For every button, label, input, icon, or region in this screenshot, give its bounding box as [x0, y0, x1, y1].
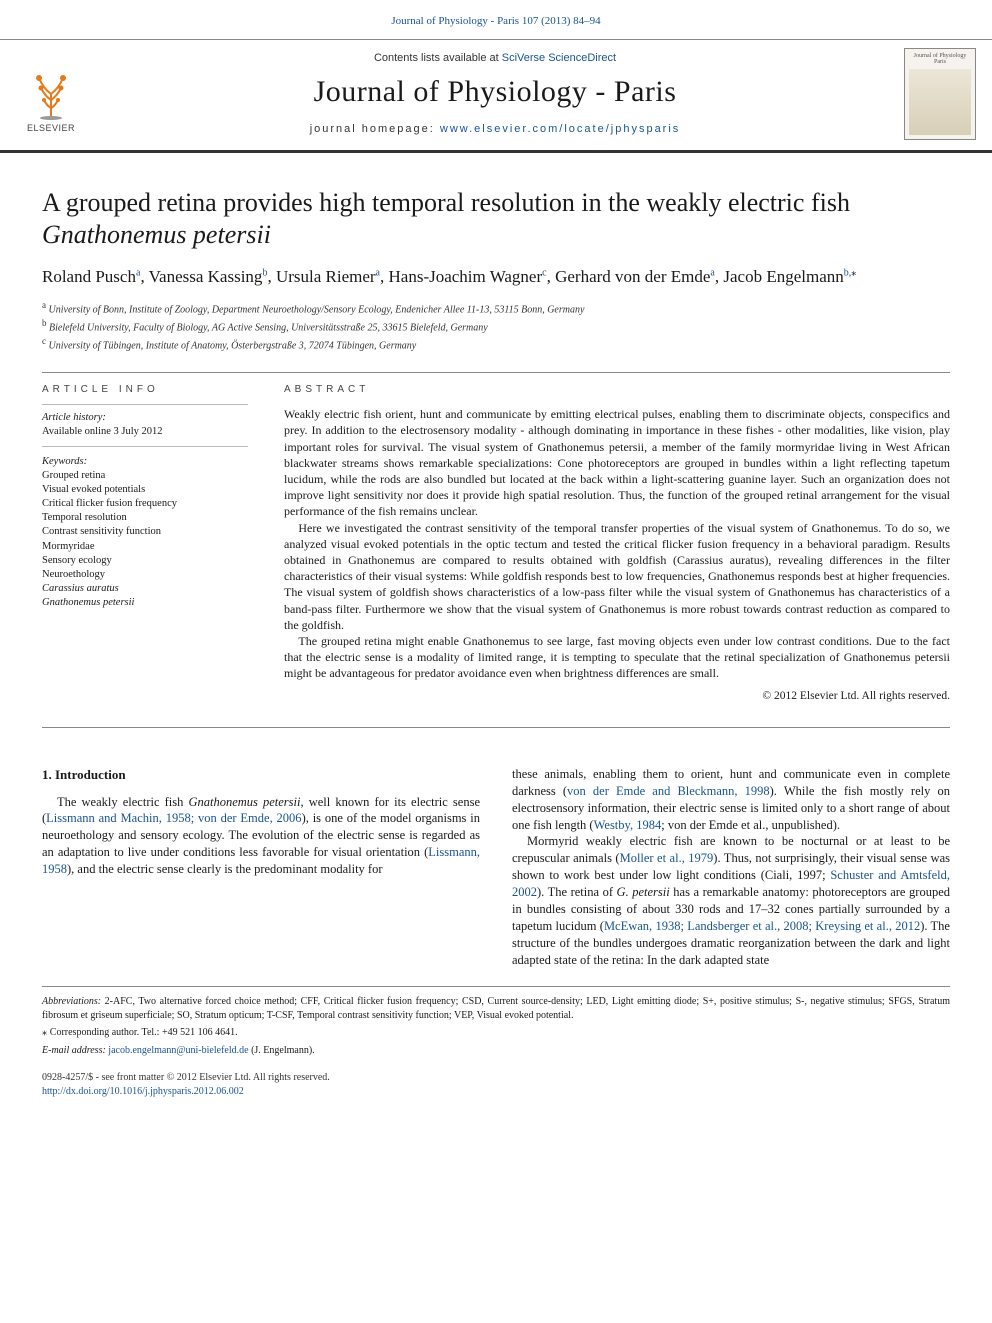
journal-title: Journal of Physiology - Paris [106, 72, 884, 113]
intro-p1: The weakly electric fish Gnathonemus pet… [42, 794, 480, 878]
masthead-center: Contents lists available at SciVerse Sci… [106, 51, 884, 137]
pub-foot-left: 0928-4257/$ - see front matter © 2012 El… [42, 1071, 330, 1098]
author-list: Roland Puscha, Vanessa Kassingb, Ursula … [42, 266, 950, 289]
keyword: Sensory ecology [42, 554, 248, 568]
author: Jacob Engelmannb,⁎ [723, 267, 856, 286]
abstract-p2: Here we investigated the contrast sensit… [284, 520, 950, 633]
email-link[interactable]: jacob.engelmann@uni-bielefeld.de [108, 1045, 248, 1056]
author: Vanessa Kassingb [149, 267, 268, 286]
keyword: Neuroethology [42, 568, 248, 582]
cover-thumb-title: Journal of Physiology Paris [909, 53, 971, 66]
journal-homepage-line: journal homepage: www.elsevier.com/locat… [106, 122, 884, 137]
email-suffix: (J. Engelmann). [249, 1045, 315, 1056]
keywords-label: Keywords: [42, 455, 248, 469]
article-history-label: Article history: [42, 411, 248, 425]
contents-available-line: Contents lists available at SciVerse Sci… [106, 51, 884, 66]
abstract-heading: ABSTRACT [284, 383, 950, 397]
corr-label: Corresponding author. Tel.: +49 521 106 … [50, 1027, 238, 1038]
abbrev-text: 2-AFC, Two alternative forced choice met… [42, 996, 950, 1021]
author: Ursula Riemera [276, 267, 380, 286]
article-info-heading: ARTICLE INFO [42, 383, 248, 397]
contents-prefix: Contents lists available at [374, 52, 502, 64]
abbrev-label: Abbreviations: [42, 996, 101, 1007]
divider [42, 727, 950, 728]
cover-thumb-image [909, 69, 971, 134]
intro-p1-cont: these animals, enabling them to orient, … [512, 766, 950, 834]
aff-link[interactable]: b [262, 267, 267, 278]
affiliations: a University of Bonn, Institute of Zoolo… [42, 299, 950, 354]
journal-cover-thumb: Journal of Physiology Paris [904, 48, 976, 140]
body-col-right: these animals, enabling them to orient, … [512, 766, 950, 969]
keyword: Visual evoked potentials [42, 483, 248, 497]
abstract-column: ABSTRACT Weakly electric fish orient, hu… [284, 383, 950, 705]
abstract-copyright: © 2012 Elsevier Ltd. All rights reserved… [284, 689, 950, 705]
article-title-species: Gnathonemus petersii [42, 220, 271, 249]
citation-link[interactable]: Lissmann and Machin, 1958; von der Emde,… [46, 811, 301, 825]
aff-link[interactable]: a [136, 267, 140, 278]
intro-p2: Mormyrid weakly electric fish are known … [512, 833, 950, 968]
affiliation-line: c University of Tübingen, Institute of A… [42, 335, 950, 353]
aff-link[interactable]: a [710, 267, 714, 278]
citation-link[interactable]: McEwan, 1938; Landsberger et al., 2008; … [604, 919, 920, 933]
publisher-logo: ELSEVIER [16, 54, 86, 134]
keyword: Contrast sensitivity function [42, 525, 248, 539]
sciencedirect-link[interactable]: SciVerse ScienceDirect [502, 52, 616, 64]
doi-link[interactable]: http://dx.doi.org/10.1016/j.jphysparis.2… [42, 1086, 244, 1097]
footnote-block: Abbreviations: 2-AFC, Two alternative fo… [42, 986, 950, 1057]
article-info-column: ARTICLE INFO Article history: Available … [42, 383, 248, 705]
journal-homepage-link[interactable]: www.elsevier.com/locate/jphysparis [440, 123, 680, 135]
aff-link[interactable]: c [542, 267, 546, 278]
keywords-list: Grouped retinaVisual evoked potentialsCr… [42, 469, 248, 611]
author: Hans-Joachim Wagnerc [389, 267, 547, 286]
citation-link[interactable]: Moller et al., 1979 [620, 851, 714, 865]
article-history-line: Available online 3 July 2012 [42, 425, 248, 439]
citation-link[interactable]: Westby, 1984 [594, 818, 662, 832]
front-matter-line: 0928-4257/$ - see front matter © 2012 El… [42, 1071, 330, 1085]
elsevier-tree-icon [25, 64, 77, 120]
species-name: Gnathonemus petersii [188, 795, 300, 809]
aff-link[interactable]: a [376, 267, 380, 278]
author: Roland Puscha [42, 267, 140, 286]
species-name: G. petersii [617, 885, 670, 899]
header-citation: Journal of Physiology - Paris 107 (2013)… [0, 0, 992, 39]
article-title: A grouped retina provides high temporal … [42, 187, 950, 252]
corresponding-author: ⁎ Corresponding author. Tel.: +49 521 10… [42, 1026, 950, 1040]
abstract-p1: Weakly electric fish orient, hunt and co… [284, 406, 950, 519]
keyword-species: Carassius auratus [42, 582, 248, 596]
email-label: E-mail address: [42, 1045, 108, 1056]
corr-asterisk-icon: ⁎ [42, 1027, 50, 1038]
masthead: ELSEVIER Contents lists available at Sci… [0, 39, 992, 153]
affiliation-line: a University of Bonn, Institute of Zoolo… [42, 299, 950, 317]
section-heading-intro: 1. Introduction [42, 766, 480, 784]
body-col-left: 1. Introduction The weakly electric fish… [42, 766, 480, 969]
abbreviations: Abbreviations: 2-AFC, Two alternative fo… [42, 995, 950, 1022]
abstract-p3: The grouped retina might enable Gnathone… [284, 633, 950, 682]
citation-link[interactable]: von der Emde and Bleckmann, 1998 [567, 784, 770, 798]
keyword: Critical flicker fusion frequency [42, 497, 248, 511]
affiliation-line: b Bielefeld University, Faculty of Biolo… [42, 317, 950, 335]
keyword: Temporal resolution [42, 511, 248, 525]
keyword: Mormyridae [42, 540, 248, 554]
publication-footer: 0928-4257/$ - see front matter © 2012 El… [0, 1061, 992, 1122]
publisher-name: ELSEVIER [27, 122, 75, 134]
corresponding-email: E-mail address: jacob.engelmann@uni-biel… [42, 1044, 950, 1058]
keyword-species: Gnathonemus petersii [42, 596, 248, 610]
article-title-text: A grouped retina provides high temporal … [42, 188, 850, 217]
homepage-prefix: journal homepage: [310, 123, 440, 135]
header-citation-link[interactable]: Journal of Physiology - Paris 107 (2013)… [391, 15, 600, 27]
author: Gerhard von der Emdea [555, 267, 715, 286]
keyword: Grouped retina [42, 469, 248, 483]
